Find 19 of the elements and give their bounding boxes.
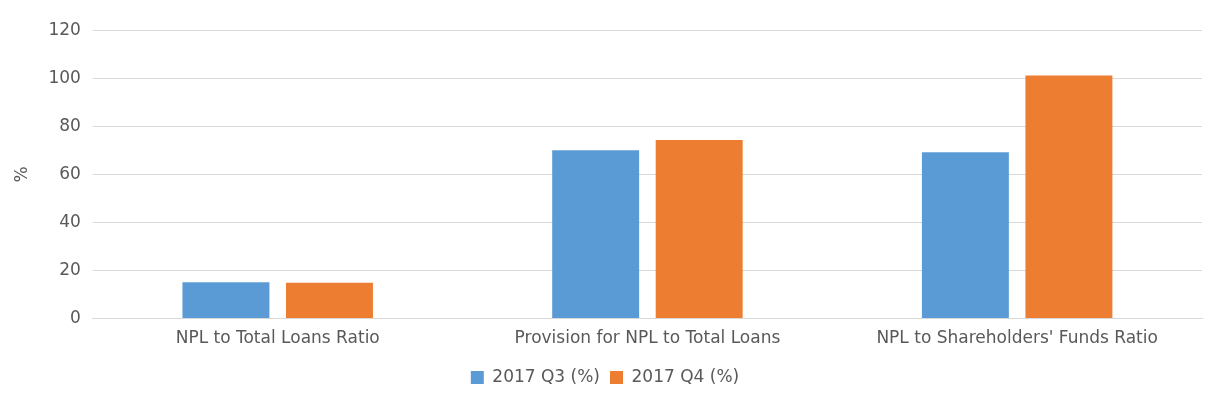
x-tick-label: NPL to Total Loans Ratio — [175, 327, 380, 348]
x-tick-label: NPL to Shareholders' Funds Ratio — [876, 327, 1158, 348]
bar — [285, 282, 373, 319]
bar — [1025, 75, 1113, 319]
y-tick-label: 0 — [70, 307, 81, 328]
bar — [921, 152, 1009, 319]
y-tick-label: 20 — [59, 258, 81, 279]
y-tick-label: 80 — [59, 114, 81, 135]
bar — [182, 282, 270, 319]
bar — [655, 140, 743, 319]
y-axis-title: % — [10, 166, 31, 183]
bar — [552, 150, 640, 319]
y-tick-label: 40 — [59, 210, 81, 231]
legend-label: 2017 Q3 (%) — [492, 365, 600, 386]
y-tick-label: 120 — [48, 18, 81, 39]
y-tick-label: 100 — [48, 66, 81, 87]
legend-label: 2017 Q4 (%) — [631, 365, 740, 386]
x-tick-label: Provision for NPL to Total Loans — [514, 327, 781, 348]
y-tick-label: 60 — [59, 162, 81, 183]
